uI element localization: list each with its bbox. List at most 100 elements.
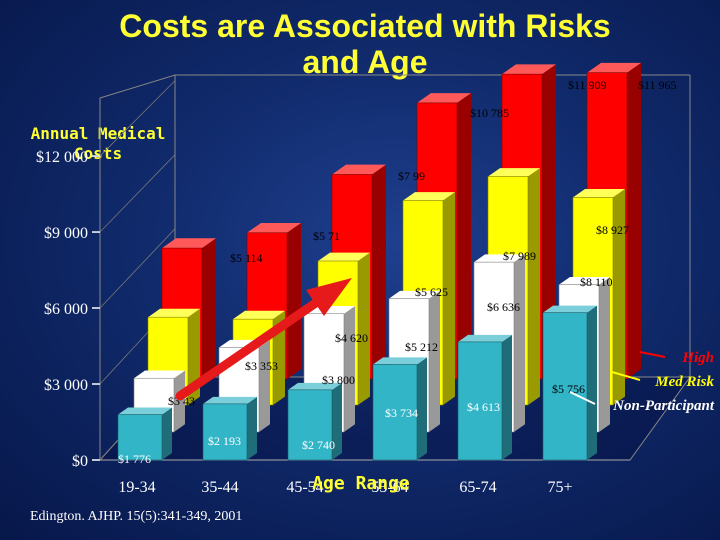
legend-entry: Non-Participant <box>612 398 715 414</box>
x-tick-label: 75+ <box>547 479 572 496</box>
bar <box>287 389 333 461</box>
bar-top <box>417 93 471 103</box>
bar-top <box>318 252 370 261</box>
y-gridline <box>99 80 176 157</box>
data-label: $10 785 <box>470 106 509 120</box>
bar-top <box>134 370 185 379</box>
x-tick-label: 35-44 <box>201 479 238 496</box>
bar-top <box>288 382 342 390</box>
data-label: $4 613 <box>467 400 500 414</box>
data-label: $1 776 <box>118 452 151 466</box>
bar-side <box>372 164 386 379</box>
data-label: $3 353 <box>245 359 278 373</box>
data-label: $7 99 <box>398 169 425 183</box>
bar-side <box>247 396 257 460</box>
bar-side <box>344 306 355 432</box>
data-label: $6 636 <box>487 300 520 314</box>
bar-side <box>599 276 610 432</box>
bar-top <box>488 168 540 177</box>
bar-side <box>542 64 556 380</box>
bar-top <box>148 308 200 318</box>
bar-side <box>514 254 525 432</box>
data-label: $5 625 <box>415 285 448 299</box>
x-tick-label: 55-64 <box>371 479 408 496</box>
bar-top <box>162 238 216 249</box>
y-gridline <box>99 228 176 309</box>
bar <box>117 414 163 461</box>
x-axis-label: Age Range <box>312 473 410 494</box>
bar-top <box>373 357 427 365</box>
chart-title: Costs are Associated with Risks and Age <box>119 8 611 80</box>
bar-side <box>174 370 185 432</box>
bar-top <box>502 64 556 75</box>
bar-side <box>528 168 540 405</box>
bar-top <box>403 192 455 201</box>
bar-side <box>627 62 641 380</box>
bar-top <box>233 310 285 320</box>
y-tick-label: $6 000 <box>44 301 88 318</box>
y-tick-label: $9 000 <box>44 225 88 242</box>
data-label: $8 110 <box>580 275 613 289</box>
legend-entry: Med Risk <box>654 374 714 390</box>
bar-side <box>457 93 471 379</box>
y-tick-label: $3 000 <box>44 377 88 394</box>
bar <box>457 341 503 461</box>
bar-side <box>429 290 440 432</box>
bar-side <box>162 407 172 460</box>
bar-top <box>559 276 610 285</box>
data-label: $7 989 <box>503 249 536 263</box>
bar <box>202 403 248 461</box>
bar-top <box>458 334 512 342</box>
legend-swatch <box>569 391 596 405</box>
bar-side <box>502 334 512 460</box>
bar-top <box>304 306 355 314</box>
y-tick-label: $12 000 <box>36 149 88 166</box>
data-label: $11 909 <box>568 78 607 92</box>
bar-top <box>247 222 301 233</box>
bar-top <box>587 62 641 73</box>
legend-swatch <box>611 371 641 381</box>
data-label: $3 43 <box>168 394 195 408</box>
bar-side <box>202 238 216 379</box>
data-label: $5 212 <box>405 340 438 354</box>
legend-swatch <box>639 351 666 358</box>
bar <box>372 364 418 461</box>
data-label: $2 740 <box>302 438 335 452</box>
data-label: $3 734 <box>385 406 418 420</box>
legend-swatch <box>559 414 586 421</box>
y-tick-label: $0 <box>72 453 88 470</box>
data-label: $5 71 <box>313 229 340 243</box>
data-label: $2 193 <box>208 434 241 448</box>
y-gridline <box>99 154 176 233</box>
trend-arrow-head <box>306 278 352 316</box>
legend-entry: High <box>681 350 714 366</box>
data-label: $3 800 <box>322 373 355 387</box>
trend-arrow-shaft <box>175 295 325 401</box>
bar-top <box>389 290 440 299</box>
bar <box>542 312 588 461</box>
source-citation: Edington. AJHP. 15(5):341-349, 2001 <box>30 509 243 524</box>
bar-side <box>332 382 342 460</box>
bar-side <box>417 357 427 460</box>
data-label: $4 620 <box>335 331 368 345</box>
data-label: $11 965 <box>638 78 677 92</box>
data-label: $5 756 <box>552 382 585 396</box>
bar-side <box>613 188 625 405</box>
bar-top <box>543 305 597 313</box>
bar-side <box>287 222 301 379</box>
x-tick-label: 19-34 <box>118 479 155 496</box>
bar-side <box>587 305 597 460</box>
bar-top <box>573 188 625 198</box>
data-label: $8 927 <box>596 223 629 237</box>
bar-top <box>474 254 525 263</box>
bar-top <box>118 407 172 415</box>
bar-top <box>332 164 386 175</box>
y-axis-label: Annual Medical Costs <box>30 124 166 163</box>
x-tick-label: 65-74 <box>459 479 496 496</box>
x-tick-label: 45-54 <box>286 479 323 496</box>
bar-side <box>358 252 370 405</box>
bar-side <box>259 339 270 432</box>
bar-top <box>203 396 257 404</box>
data-label: $5 114 <box>230 251 263 265</box>
